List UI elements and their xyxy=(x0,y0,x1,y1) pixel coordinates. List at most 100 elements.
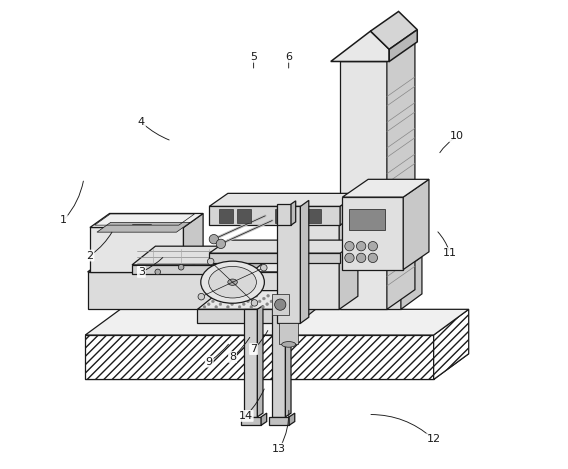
Polygon shape xyxy=(87,257,422,272)
Polygon shape xyxy=(257,306,263,417)
Polygon shape xyxy=(370,11,417,49)
Circle shape xyxy=(357,253,366,263)
Circle shape xyxy=(231,303,233,306)
Circle shape xyxy=(216,297,219,300)
Circle shape xyxy=(227,306,229,309)
Polygon shape xyxy=(244,310,257,417)
Circle shape xyxy=(290,295,293,297)
Circle shape xyxy=(345,253,354,263)
Polygon shape xyxy=(209,240,359,253)
Polygon shape xyxy=(90,213,203,227)
Circle shape xyxy=(178,265,184,270)
Circle shape xyxy=(368,242,378,251)
Polygon shape xyxy=(198,310,298,323)
Circle shape xyxy=(251,300,258,306)
Polygon shape xyxy=(275,209,289,223)
Polygon shape xyxy=(349,209,385,230)
Circle shape xyxy=(275,299,286,310)
Polygon shape xyxy=(298,204,339,310)
Circle shape xyxy=(243,303,245,306)
Circle shape xyxy=(302,295,304,297)
Text: 10: 10 xyxy=(450,131,464,141)
Circle shape xyxy=(357,242,366,251)
Circle shape xyxy=(266,303,269,306)
Polygon shape xyxy=(343,179,429,197)
Circle shape xyxy=(258,300,261,303)
Circle shape xyxy=(298,297,300,300)
Circle shape xyxy=(238,306,241,309)
Circle shape xyxy=(270,300,273,303)
Polygon shape xyxy=(183,213,203,272)
Circle shape xyxy=(285,306,288,309)
Ellipse shape xyxy=(201,261,264,303)
Circle shape xyxy=(247,300,249,303)
Polygon shape xyxy=(401,257,422,310)
Text: 11: 11 xyxy=(443,248,457,258)
Text: 3: 3 xyxy=(138,267,145,277)
Circle shape xyxy=(207,303,210,306)
Polygon shape xyxy=(219,209,232,223)
Ellipse shape xyxy=(208,266,256,298)
Polygon shape xyxy=(87,272,401,310)
Circle shape xyxy=(211,300,214,303)
Circle shape xyxy=(289,303,292,306)
Polygon shape xyxy=(85,335,433,379)
Circle shape xyxy=(198,294,204,300)
Circle shape xyxy=(216,239,225,249)
Polygon shape xyxy=(300,200,309,323)
Polygon shape xyxy=(132,246,272,265)
Circle shape xyxy=(155,269,161,275)
Polygon shape xyxy=(277,204,291,225)
Circle shape xyxy=(203,306,206,309)
Text: 13: 13 xyxy=(272,444,286,454)
Circle shape xyxy=(219,303,222,306)
Polygon shape xyxy=(209,206,340,225)
Circle shape xyxy=(250,306,253,309)
Circle shape xyxy=(277,303,280,306)
Polygon shape xyxy=(340,42,415,61)
Polygon shape xyxy=(340,193,359,225)
Polygon shape xyxy=(298,291,321,323)
Circle shape xyxy=(282,300,285,303)
Circle shape xyxy=(286,297,289,300)
Circle shape xyxy=(261,306,264,309)
Text: 7: 7 xyxy=(250,344,257,354)
Polygon shape xyxy=(261,413,267,425)
Polygon shape xyxy=(90,227,183,272)
Polygon shape xyxy=(209,253,340,264)
Polygon shape xyxy=(132,265,249,274)
Circle shape xyxy=(254,303,257,306)
Circle shape xyxy=(243,295,246,297)
Circle shape xyxy=(220,295,223,297)
Polygon shape xyxy=(331,31,389,61)
Circle shape xyxy=(293,300,296,303)
Text: 5: 5 xyxy=(250,52,257,62)
Text: 8: 8 xyxy=(229,352,236,362)
Polygon shape xyxy=(85,354,469,379)
Polygon shape xyxy=(279,323,298,344)
Circle shape xyxy=(235,300,237,303)
Text: 2: 2 xyxy=(86,250,94,261)
Polygon shape xyxy=(291,201,296,225)
Polygon shape xyxy=(97,222,190,232)
Polygon shape xyxy=(339,191,358,310)
Circle shape xyxy=(345,242,354,251)
Ellipse shape xyxy=(228,279,237,285)
Circle shape xyxy=(223,300,226,303)
Text: 6: 6 xyxy=(285,52,292,62)
Polygon shape xyxy=(209,193,359,206)
Circle shape xyxy=(239,297,242,300)
Polygon shape xyxy=(272,310,285,417)
Circle shape xyxy=(215,306,218,309)
Circle shape xyxy=(207,258,214,265)
Ellipse shape xyxy=(282,341,296,347)
Text: 12: 12 xyxy=(427,434,441,444)
Circle shape xyxy=(368,253,378,263)
Polygon shape xyxy=(198,291,321,310)
Circle shape xyxy=(262,297,265,300)
Polygon shape xyxy=(289,413,295,425)
Polygon shape xyxy=(272,295,289,315)
Polygon shape xyxy=(269,417,289,425)
Polygon shape xyxy=(389,30,417,61)
Polygon shape xyxy=(340,61,387,310)
